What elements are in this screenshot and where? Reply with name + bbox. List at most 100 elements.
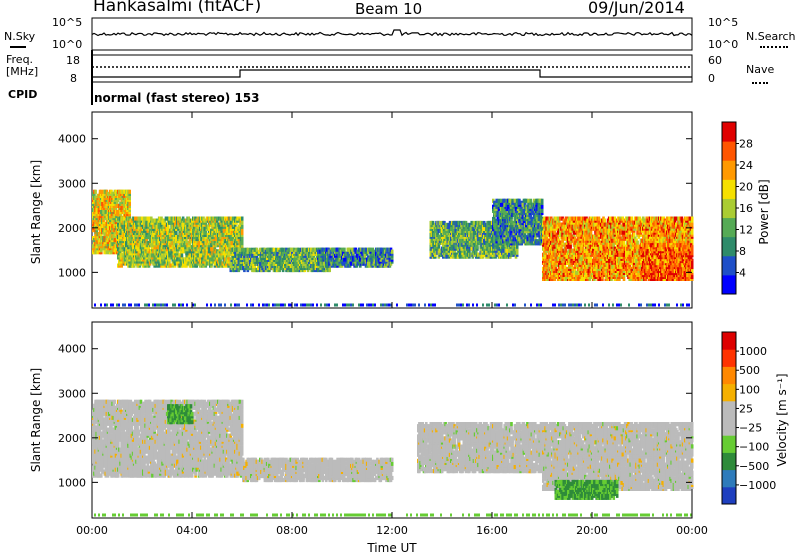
echo-cell — [111, 242, 114, 247]
echo-cell — [500, 198, 503, 203]
echo-cell — [229, 234, 233, 240]
echo-cell — [151, 220, 154, 225]
nsky-label: N.Sky — [4, 30, 36, 43]
echo-cell — [240, 245, 244, 250]
echo-cell — [160, 216, 163, 221]
echo-cell — [275, 247, 278, 252]
echo-cell — [543, 232, 546, 237]
echo-cell — [259, 261, 262, 266]
echo-cell — [226, 226, 229, 231]
echo-cell — [380, 247, 384, 252]
echo-cell — [105, 189, 109, 194]
echo-cell — [459, 238, 462, 243]
echo-cell — [495, 198, 498, 203]
echo-cell — [494, 223, 497, 228]
echo-cell — [187, 216, 191, 221]
echo-cell — [492, 204, 495, 209]
nave-label: Nave — [746, 63, 775, 76]
echo-cell — [302, 257, 305, 262]
nave-tick-top: 60 — [708, 54, 722, 67]
echo-cell — [390, 249, 394, 254]
echo-cell — [229, 220, 233, 225]
echo-cell — [202, 220, 205, 225]
nave-tick-bottom: 0 — [708, 72, 715, 85]
echo-cell — [372, 249, 376, 254]
echo-cell — [525, 198, 528, 203]
echo-cell — [129, 239, 133, 244]
nsearch-tick-bottom: 10^0 — [708, 38, 738, 51]
freq-tick-bottom: 8 — [70, 72, 77, 85]
echo-cell — [164, 216, 168, 221]
echo-cell — [110, 189, 113, 194]
echo-cell — [101, 223, 104, 229]
echo-cell — [128, 201, 131, 206]
station-title: Hankasalmi (fitACF) — [93, 0, 262, 16]
echo-cell — [240, 241, 244, 246]
echo-cell — [180, 245, 184, 250]
echo-cell — [117, 211, 120, 217]
echo-cell — [501, 202, 504, 207]
cpid-label: CPID — [8, 88, 38, 101]
freq-panel: 18 8 60 0 — [66, 54, 722, 85]
echo-cell — [255, 247, 259, 252]
echo-cell — [128, 189, 131, 194]
echo-cell — [243, 247, 246, 252]
echo-cell — [181, 263, 185, 268]
echo-cell — [101, 197, 104, 202]
echo-cell — [527, 198, 530, 203]
echo-cell — [215, 216, 219, 221]
echo-cell — [540, 198, 544, 203]
echo-cell — [234, 247, 237, 252]
echo-cell — [540, 208, 544, 213]
echo-cell — [237, 253, 241, 258]
nsky-panel: 10^5 10^0 10^5 10^0 — [52, 16, 738, 105]
echo-cell — [237, 247, 241, 252]
echo-cell — [240, 228, 244, 233]
echo-cell — [515, 248, 519, 253]
echo-cell — [148, 239, 152, 244]
echo-cell — [148, 228, 152, 233]
echo-cell — [272, 247, 276, 252]
nsearch-dots — [760, 46, 788, 48]
echo-cell — [175, 230, 178, 235]
echo-cell — [497, 198, 501, 203]
echo-cell — [231, 216, 235, 221]
echo-cell — [240, 220, 244, 225]
freq-label: Freq. — [6, 53, 34, 66]
echo-cell — [434, 228, 437, 233]
echo-cell — [386, 247, 389, 252]
freq-tick-top: 18 — [66, 54, 80, 67]
echo-cell — [369, 247, 372, 252]
echo-cell — [232, 220, 236, 225]
echo-cell — [134, 216, 137, 221]
echo-cell — [213, 261, 217, 266]
echo-cell — [106, 226, 110, 231]
echo-cell — [246, 247, 250, 252]
echo-cell — [169, 245, 172, 250]
echo-cell — [480, 220, 484, 226]
echo-cell — [178, 239, 181, 244]
echo-cell — [220, 245, 223, 250]
echo-cell — [192, 230, 195, 235]
freq-unit-label: [MHz] — [6, 65, 39, 78]
echo-cell — [163, 220, 167, 225]
echo-cell — [230, 241, 234, 246]
echo-cell — [319, 265, 322, 271]
echo-cell — [240, 216, 244, 221]
echo-cell — [515, 244, 519, 249]
echo-cell — [114, 189, 118, 194]
echo-cell — [145, 245, 148, 250]
echo-cell — [100, 189, 103, 194]
echo-cell — [235, 220, 238, 225]
echo-cell — [502, 248, 505, 253]
echo-cell — [169, 263, 172, 268]
echo-cell — [98, 244, 102, 249]
echo-cell — [513, 198, 517, 203]
echo-cell — [187, 230, 191, 235]
echo-cell — [118, 193, 121, 198]
nsky-trace — [91, 29, 693, 37]
nsky-underline — [10, 46, 26, 48]
echo-cell — [530, 210, 534, 215]
